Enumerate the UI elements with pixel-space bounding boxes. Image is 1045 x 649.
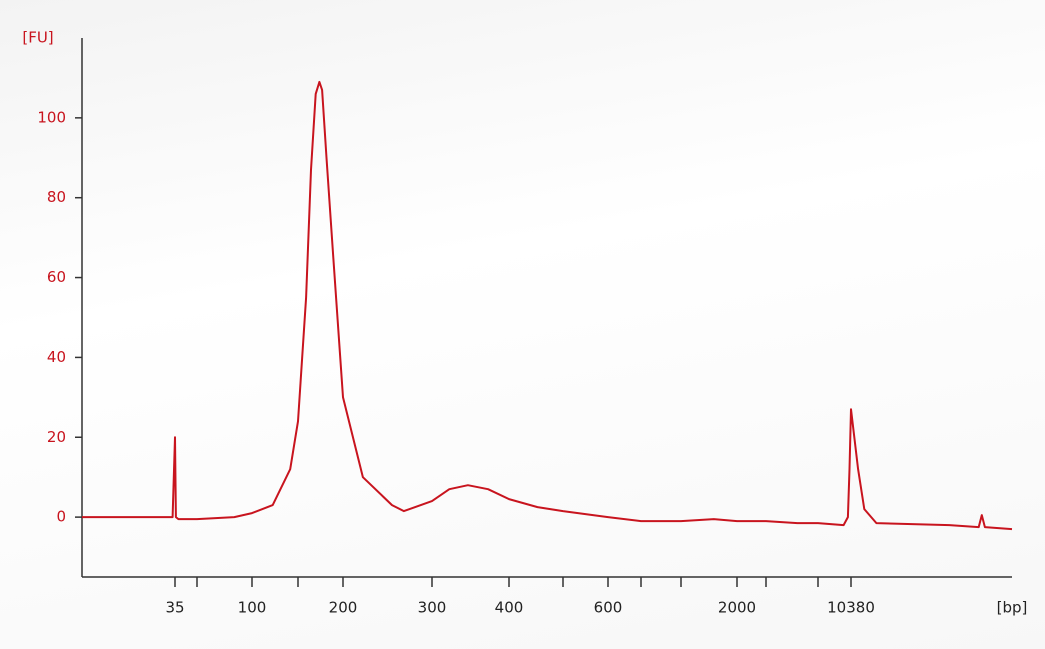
y-axis-label: [FU] (22, 29, 53, 47)
y-tick-label: 0 (56, 508, 66, 526)
x-axis-label: [bp] (997, 599, 1028, 617)
y-tick-label: 60 (47, 268, 66, 286)
x-tick-label: 200 (329, 599, 358, 617)
y-tick-label: 80 (47, 188, 66, 206)
x-tick-label: 300 (418, 599, 447, 617)
y-tick-label: 100 (37, 108, 66, 126)
x-tick-label: 400 (495, 599, 524, 617)
x-tick-label: 35 (165, 599, 184, 617)
x-tick-label: 2000 (718, 599, 756, 617)
y-tick-label: 40 (47, 348, 66, 366)
y-tick-label: 20 (47, 428, 66, 446)
trace (82, 80, 1013, 531)
x-tick-label: 10380 (827, 599, 875, 617)
x-tick-label: 100 (238, 599, 267, 617)
x-tick-label: 600 (594, 599, 623, 617)
